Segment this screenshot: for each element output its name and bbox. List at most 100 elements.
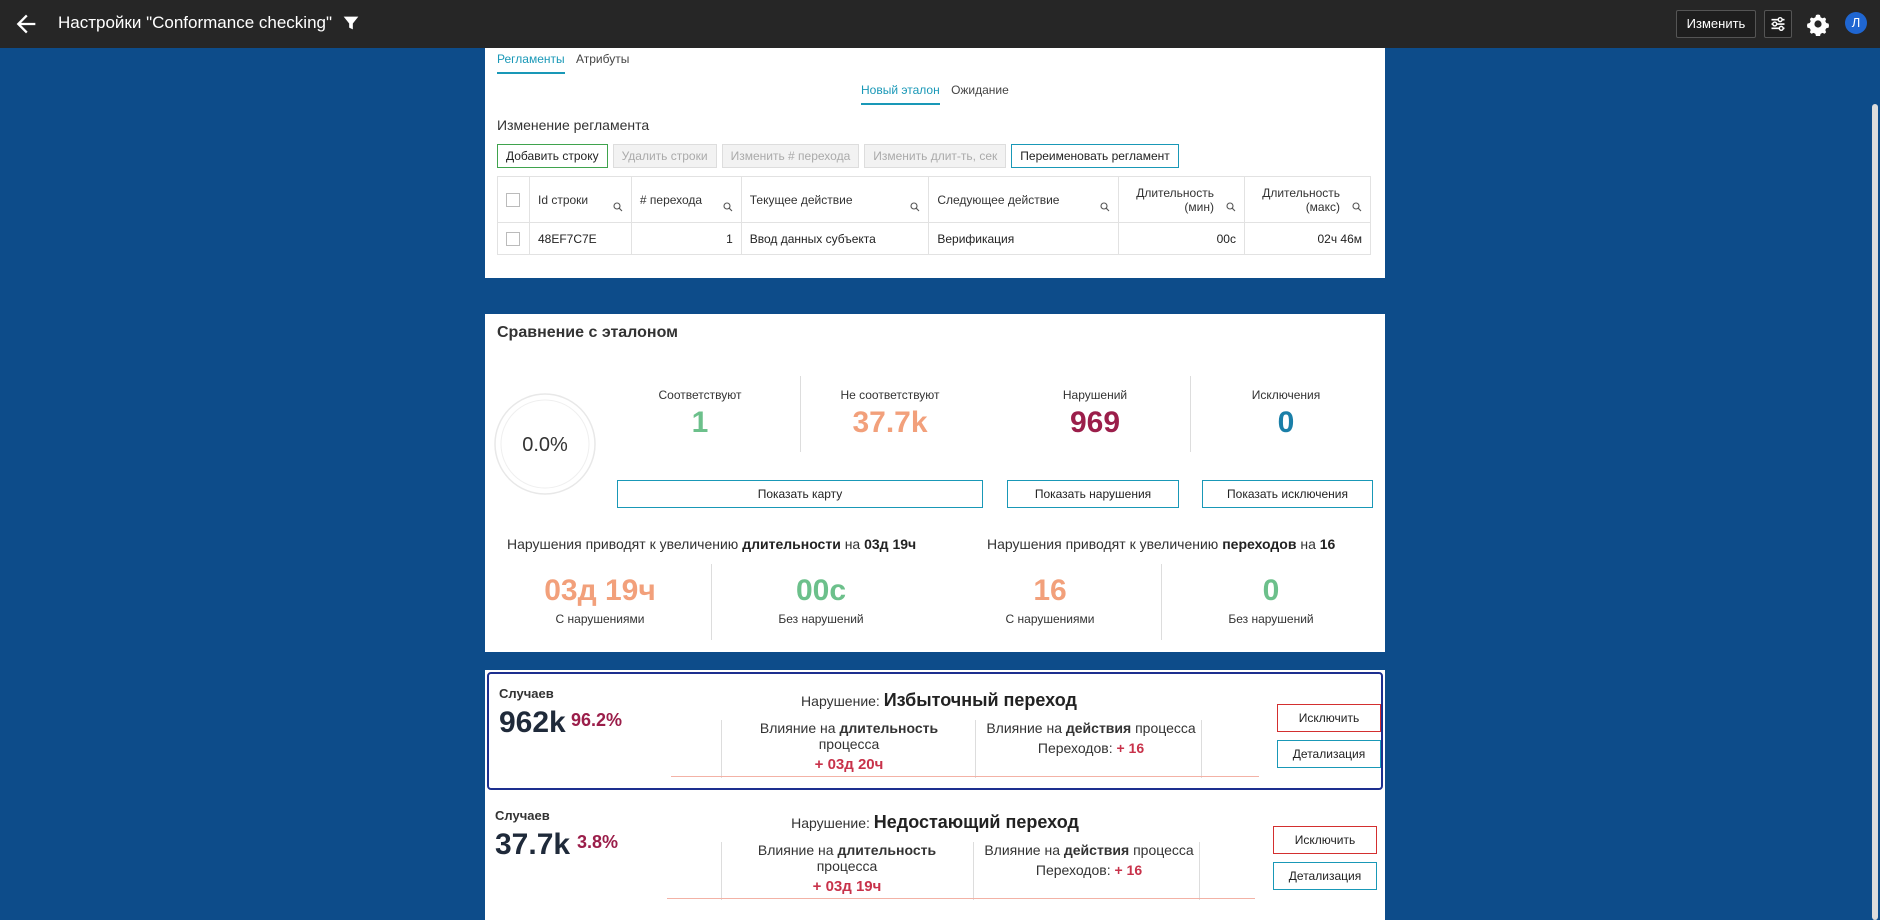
impact-text: Нарушения приводят к увеличению bbox=[987, 536, 1223, 552]
impact-text: Влияние на bbox=[759, 720, 840, 736]
column-header[interactable]: Следующее действие bbox=[928, 176, 1120, 223]
divider bbox=[973, 842, 974, 900]
duration-impact-label: Влияние на длительность процесса bbox=[729, 720, 969, 752]
column-header[interactable]: Текущее действие bbox=[740, 176, 930, 223]
reglament-actions: Добавить строку Удалить строки Изменить # … bbox=[497, 144, 1184, 168]
violation-type: Избыточный переход bbox=[883, 690, 1077, 710]
tab-reglaments[interactable]: Регламенты bbox=[497, 52, 565, 74]
main-tabs: Регламенты Атрибуты bbox=[497, 52, 637, 74]
divider bbox=[721, 842, 722, 900]
add-row-button[interactable]: Добавить строку bbox=[497, 144, 608, 168]
edit-button[interactable]: Изменить bbox=[1676, 10, 1756, 38]
violation-type: Недостающий переход bbox=[873, 812, 1079, 832]
impact-keyword: переходов bbox=[1222, 536, 1297, 552]
kpi-label: Нарушений bbox=[1062, 388, 1128, 402]
violation-title-prefix: Нарушение: bbox=[801, 693, 884, 709]
table-header-row: Id строки # перехода Текущее действие Сл… bbox=[497, 176, 1372, 223]
table-row[interactable]: 48EF7C7E 1 Ввод данных субъекта Верифика… bbox=[497, 222, 1372, 255]
violation-title: Нарушение: Избыточный переход bbox=[669, 690, 1209, 711]
search-icon[interactable] bbox=[1226, 202, 1236, 212]
show-violations-button[interactable]: Показать нарушения bbox=[1007, 480, 1179, 508]
rename-reglament-button[interactable]: Переименовать регламент bbox=[1011, 144, 1179, 168]
exclude-button[interactable]: Исключить bbox=[1273, 826, 1377, 854]
duration-impact-label: Влияние на длительность процесса bbox=[727, 842, 967, 874]
impact-text: Влияние на bbox=[757, 842, 838, 858]
tune-button[interactable] bbox=[1764, 10, 1792, 38]
kpi-label: Не соответствуют bbox=[840, 388, 940, 402]
show-map-button[interactable]: Показать карту bbox=[617, 480, 983, 508]
kpi-nonconforming: Не соответствуют 37.7k bbox=[825, 388, 955, 440]
column-label: Следующее действие bbox=[937, 192, 1060, 207]
big-caption: Без нарушений bbox=[778, 612, 864, 626]
big-value: 16 bbox=[1033, 574, 1067, 607]
violation-card[interactable]: Случаев 37.7k 3.8% Нарушение: Недостающи… bbox=[485, 796, 1385, 914]
divider bbox=[1161, 564, 1162, 640]
scrollbar[interactable] bbox=[1870, 48, 1880, 920]
column-header[interactable]: Длительность (макс) bbox=[1243, 176, 1372, 223]
tab-new-standard[interactable]: Новый эталон bbox=[861, 83, 940, 105]
change-step-button[interactable]: Изменить # перехода bbox=[721, 144, 860, 168]
tab-waiting[interactable]: Ожидание bbox=[951, 83, 1009, 97]
reglament-panel: Регламенты Атрибуты Новый эталон Ожидани… bbox=[485, 48, 1385, 278]
column-header[interactable]: Id строки bbox=[528, 176, 632, 223]
transitions-value: + 16 bbox=[1116, 740, 1145, 756]
actions-impact: Влияние на действия процесса Переходов: … bbox=[981, 720, 1201, 772]
kpi-violations: Нарушений 969 bbox=[1030, 388, 1160, 440]
duration-impact-value: + 03д 19ч bbox=[812, 878, 882, 895]
row-max-duration-cell: 02ч 46м bbox=[1243, 222, 1372, 255]
avatar[interactable]: Л bbox=[1845, 12, 1867, 34]
scrollbar-thumb[interactable] bbox=[1872, 104, 1878, 920]
card-underline bbox=[667, 898, 1255, 899]
column-header[interactable]: Длительность (мин) bbox=[1118, 176, 1245, 223]
actions-impact-label: Влияние на действия процесса bbox=[979, 842, 1199, 858]
column-label: Текущее действие bbox=[749, 192, 853, 207]
column-label: # перехода bbox=[639, 192, 703, 207]
impact-keyword: длительность bbox=[837, 842, 937, 858]
duration-impact: Влияние на длительность процесса + 03д 2… bbox=[729, 720, 969, 773]
show-exceptions-button[interactable]: Показать исключения bbox=[1202, 480, 1373, 508]
big-value: 0 bbox=[1262, 574, 1280, 607]
details-button[interactable]: Детализация bbox=[1277, 740, 1381, 768]
divider bbox=[800, 376, 801, 452]
violation-card[interactable]: Случаев 962k 96.2% Нарушение: Избыточный… bbox=[487, 672, 1383, 790]
kpi-label: Исключения bbox=[1251, 388, 1321, 402]
tab-attributes[interactable]: Атрибуты bbox=[575, 52, 630, 66]
impact-text: Нарушения приводят к увеличению bbox=[507, 536, 743, 552]
search-icon[interactable] bbox=[910, 202, 920, 212]
delete-rows-button[interactable]: Удалить строки bbox=[612, 144, 717, 168]
search-icon[interactable] bbox=[1352, 202, 1362, 212]
duration-without-violations: 00с Без нарушений bbox=[731, 574, 911, 626]
card-underline bbox=[671, 776, 1259, 777]
top-bar: Настройки "Conformance checking" Изменит… bbox=[0, 0, 1880, 48]
kpi-exceptions: Исключения 0 bbox=[1221, 388, 1351, 440]
divider bbox=[711, 564, 712, 640]
column-header[interactable]: # перехода bbox=[630, 176, 742, 223]
kpi-value: 1 bbox=[691, 406, 709, 439]
details-button[interactable]: Детализация bbox=[1273, 862, 1377, 890]
big-value: 03д 19ч bbox=[544, 574, 656, 607]
big-caption: С нарушениями bbox=[555, 612, 645, 626]
change-duration-button[interactable]: Изменить длит-ть, сек bbox=[864, 144, 1007, 168]
impact-value: 03д 19ч bbox=[864, 536, 917, 552]
row-next-action-cell: Верификация bbox=[928, 222, 1120, 255]
divider bbox=[1199, 842, 1200, 900]
row-min-duration-cell: 00с bbox=[1118, 222, 1245, 255]
cases-label: Случаев bbox=[495, 808, 550, 823]
actions-impact-label: Влияние на действия процесса bbox=[981, 720, 1201, 736]
page-title: Настройки "Conformance checking" bbox=[58, 13, 333, 32]
gear-icon[interactable] bbox=[1806, 12, 1830, 36]
divider bbox=[721, 720, 722, 778]
exclude-button[interactable]: Исключить bbox=[1277, 704, 1381, 732]
filter-icon[interactable] bbox=[340, 12, 362, 34]
back-arrow-icon[interactable] bbox=[12, 10, 40, 38]
search-icon[interactable] bbox=[723, 202, 733, 212]
impact-keyword: действия bbox=[1063, 842, 1130, 858]
search-icon[interactable] bbox=[613, 202, 623, 212]
select-all-checkbox[interactable] bbox=[506, 192, 520, 207]
search-icon[interactable] bbox=[1100, 202, 1110, 212]
transitions-value: + 16 bbox=[1114, 862, 1143, 878]
sub-tabs: Новый эталон Ожидание bbox=[861, 83, 1017, 105]
column-label: Длительность (макс) bbox=[1262, 185, 1340, 214]
row-checkbox[interactable] bbox=[506, 231, 520, 246]
reglament-table: Id строки # перехода Текущее действие Сл… bbox=[497, 176, 1372, 255]
